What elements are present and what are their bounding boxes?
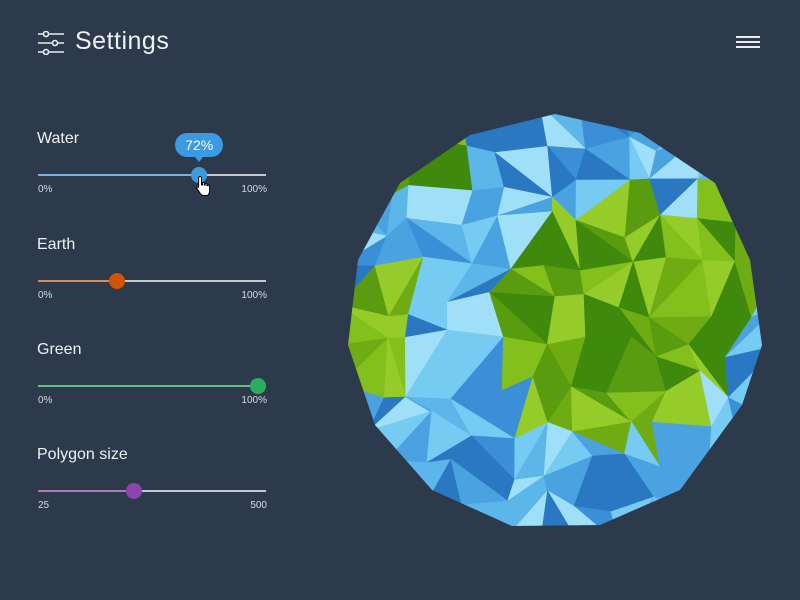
globe-polygon bbox=[348, 504, 381, 526]
globe-polygon bbox=[424, 504, 463, 526]
globe-polygon bbox=[735, 184, 762, 226]
globe-polygon bbox=[348, 459, 388, 506]
slider-track[interactable] bbox=[38, 483, 266, 499]
globe-polygon bbox=[655, 114, 701, 153]
slider-label: Green bbox=[37, 341, 82, 358]
slider-min-label: 0% bbox=[38, 290, 53, 301]
slider-fill bbox=[38, 174, 200, 176]
globe-polygon bbox=[735, 184, 762, 223]
globe-polygon bbox=[734, 424, 762, 466]
globe-polygon bbox=[739, 114, 762, 146]
slider-earth: Earth 0% 100% bbox=[37, 236, 267, 301]
globe-polygon bbox=[348, 494, 381, 526]
value-tooltip: 72% bbox=[175, 133, 224, 162]
globe-polygon bbox=[412, 114, 468, 147]
globe-polygon bbox=[348, 157, 394, 195]
globe-polygon bbox=[704, 502, 741, 526]
globe-polygon bbox=[699, 502, 741, 526]
globe-polygon bbox=[461, 500, 509, 526]
globe-polygon bbox=[704, 477, 728, 514]
globe-polygon bbox=[726, 504, 762, 526]
globe-polygon bbox=[364, 114, 421, 159]
slider-thumb[interactable] bbox=[126, 483, 143, 499]
globe-polygon bbox=[735, 427, 762, 466]
globe-polygon bbox=[745, 143, 762, 188]
slider-max-label: 100% bbox=[241, 290, 267, 301]
globe-polygon bbox=[413, 114, 461, 137]
slider-thumb[interactable] bbox=[109, 273, 126, 289]
slider-polygon-size: Polygon size 25 500 bbox=[37, 446, 267, 511]
globe-polygon bbox=[734, 222, 762, 266]
globe-polygon bbox=[697, 131, 747, 180]
globe-polygon bbox=[348, 114, 381, 146]
globe-polygon bbox=[750, 264, 762, 318]
slider-max-label: 100% bbox=[241, 184, 267, 195]
globe-polygon bbox=[386, 459, 428, 507]
globe-polygon bbox=[653, 496, 701, 526]
slider-label: Earth bbox=[37, 236, 76, 253]
globe-polygon bbox=[348, 459, 388, 506]
slider-max-label: 500 bbox=[250, 500, 267, 511]
globe-polygon bbox=[707, 454, 740, 515]
globe-polygon bbox=[379, 504, 426, 526]
globe-polygon bbox=[466, 114, 501, 153]
globe-polygon bbox=[364, 114, 421, 158]
globe-polygon bbox=[752, 143, 762, 188]
globe-polygon bbox=[378, 494, 426, 526]
globe-polygon bbox=[738, 455, 762, 506]
globe-polygon bbox=[539, 489, 581, 526]
slider-fill bbox=[38, 385, 258, 387]
globe-polygon bbox=[419, 504, 461, 526]
globe-polygon bbox=[726, 454, 762, 514]
slider-min-label: 0% bbox=[38, 184, 53, 195]
slider-fill bbox=[38, 280, 118, 282]
slider-fill bbox=[38, 490, 135, 492]
globe-polygon bbox=[727, 396, 762, 429]
globe-polygon bbox=[348, 184, 388, 237]
hand-cursor-icon bbox=[196, 175, 211, 196]
globe-polygon bbox=[348, 424, 370, 466]
slider-label: Water bbox=[37, 130, 80, 147]
globe-polygon bbox=[699, 114, 741, 133]
hamburger-menu-icon[interactable] bbox=[736, 36, 760, 50]
globe-polygon bbox=[707, 426, 740, 479]
slider-track[interactable] bbox=[38, 378, 266, 394]
slider-min-label: 0% bbox=[38, 395, 53, 406]
globe-polygon bbox=[705, 114, 746, 145]
slider-label: Polygon size bbox=[37, 446, 128, 463]
globe-polygon bbox=[652, 496, 706, 526]
slider-thumb[interactable] bbox=[250, 378, 266, 394]
sliders-icon bbox=[38, 31, 64, 55]
slider-track[interactable]: 72% bbox=[38, 133, 266, 196]
globe-polygon bbox=[656, 114, 707, 152]
slider-thumb[interactable] bbox=[191, 167, 208, 183]
globe-polygon bbox=[348, 144, 366, 186]
slider-water: Water 72% 0% 100% bbox=[37, 130, 267, 196]
slider-green: Green 0% 100% bbox=[37, 341, 267, 406]
slider-max-label: 100% bbox=[241, 395, 267, 406]
page-title: Settings bbox=[75, 27, 170, 55]
globe-polygon bbox=[348, 184, 394, 238]
globe-polygon bbox=[739, 504, 762, 526]
slider-track[interactable] bbox=[38, 273, 266, 289]
globe-polygon bbox=[407, 145, 474, 191]
globe-polygon bbox=[739, 114, 762, 146]
globe-polygon bbox=[348, 430, 388, 466]
slider-min-label: 25 bbox=[38, 500, 50, 511]
globe-polygon bbox=[348, 114, 381, 159]
